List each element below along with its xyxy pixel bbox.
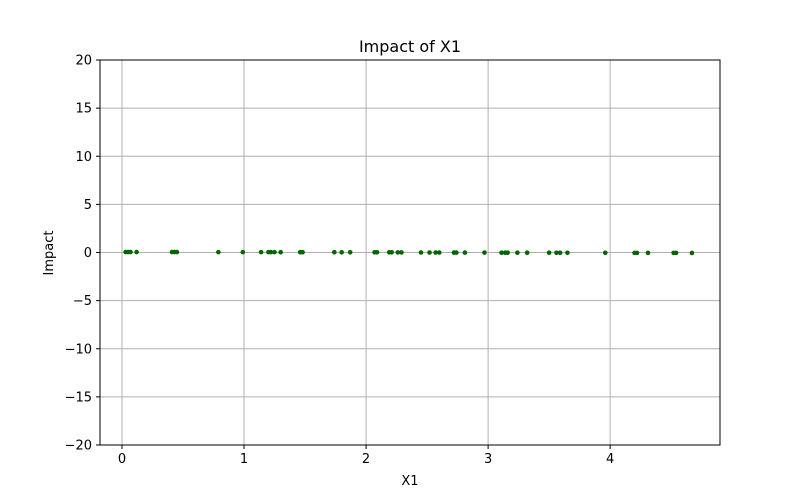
data-point [278, 249, 283, 255]
data-point [240, 249, 246, 255]
data-point [689, 250, 695, 256]
data-point [216, 249, 221, 255]
x-tick-label: 1 [240, 452, 248, 467]
data-point [602, 250, 608, 256]
data-point [134, 249, 139, 255]
x-tick-label: 2 [362, 452, 370, 467]
data-point [272, 249, 277, 255]
y-tick-label: 20 [75, 54, 92, 69]
data-point [524, 250, 530, 255]
x-axis-label: X1 [401, 474, 418, 489]
data-point [515, 250, 520, 255]
y-tick-label: 15 [75, 102, 92, 117]
x-tick-label: 4 [606, 452, 614, 467]
data-point [300, 249, 305, 255]
data-point [399, 250, 404, 255]
data-point [499, 250, 504, 255]
data-point [332, 249, 337, 255]
data-point [128, 249, 133, 255]
chart-title: Impact of X1 [359, 37, 461, 56]
data-point [634, 250, 640, 256]
data-point [339, 250, 344, 255]
data-point [554, 250, 559, 256]
data-point [645, 250, 651, 256]
data-point [565, 250, 570, 256]
data-point [454, 250, 459, 255]
y-tick-label: −5 [73, 294, 92, 309]
data-point [433, 250, 438, 255]
axis-ticks: 0 1 2 3 4 −20 −15 −10 −5 0 5 10 15 20 [65, 54, 615, 468]
y-axis-label: Impact [42, 231, 57, 276]
y-tick-label: 0 [84, 246, 92, 261]
x-tick-label: 3 [484, 452, 492, 467]
data-point [557, 250, 563, 256]
y-tick-label: −15 [65, 390, 92, 405]
data-point [374, 250, 380, 255]
data-point [505, 250, 510, 255]
x-tick-label: 0 [118, 452, 126, 467]
data-point [427, 250, 432, 255]
y-tick-label: −10 [65, 342, 92, 357]
data-point [395, 250, 401, 255]
y-tick-label: −20 [65, 439, 92, 454]
scatter-series [123, 249, 695, 256]
data-point [482, 250, 487, 255]
data-point [436, 250, 442, 255]
data-point [418, 250, 424, 255]
y-tick-label: 10 [75, 150, 92, 165]
data-point [347, 250, 353, 255]
data-point [462, 250, 468, 255]
data-point [268, 249, 274, 255]
data-point [389, 250, 394, 255]
y-tick-label: 5 [84, 198, 92, 213]
data-point [673, 250, 679, 256]
data-point [546, 250, 552, 255]
data-point [258, 249, 264, 255]
data-point [174, 249, 180, 255]
